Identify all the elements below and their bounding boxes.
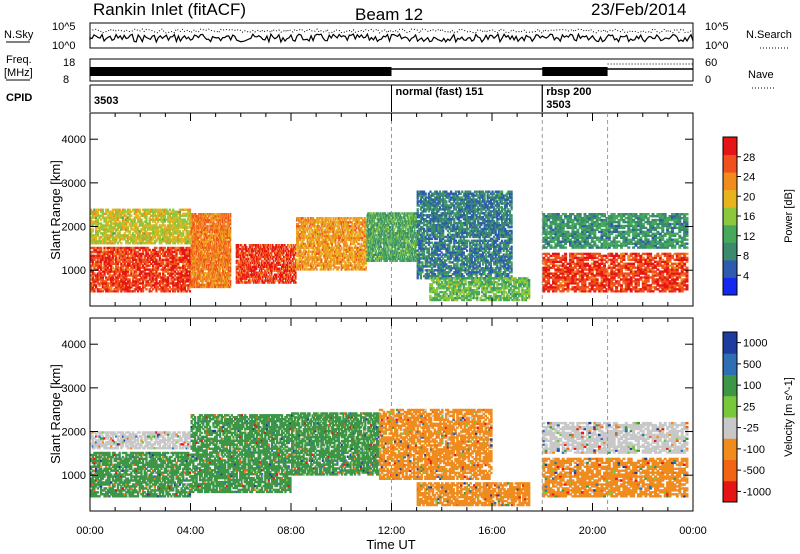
nsky-trace bbox=[90, 29, 693, 42]
station-title: Rankin Inlet (fitACF) bbox=[93, 0, 246, 19]
cell bbox=[208, 225, 209, 227]
power-band-0 bbox=[90, 247, 191, 293]
nsearch-label: N.Search bbox=[746, 29, 792, 41]
cell bbox=[120, 242, 122, 244]
freq-unit: [MHz] bbox=[4, 67, 33, 79]
cell bbox=[145, 288, 147, 290]
cell bbox=[225, 213, 226, 215]
cpid-label-3: 3503 bbox=[546, 99, 570, 111]
power-band-1 bbox=[90, 209, 191, 245]
date-title: 23/Feb/2014 bbox=[591, 0, 686, 19]
cell bbox=[291, 244, 293, 246]
cell bbox=[130, 215, 132, 217]
nsky-label: N.Sky bbox=[4, 29, 34, 41]
cell bbox=[230, 227, 231, 229]
cell bbox=[140, 219, 142, 221]
cpid-label-2: rbsp 200 bbox=[546, 86, 591, 98]
nsearch-line bbox=[90, 29, 693, 33]
nsearch-tick-top: 10^5 bbox=[705, 21, 729, 33]
cell bbox=[270, 244, 272, 246]
power-band-4 bbox=[296, 217, 367, 271]
nsky-line bbox=[90, 34, 693, 42]
cell bbox=[102, 209, 104, 211]
cell bbox=[159, 272, 161, 274]
cell bbox=[100, 247, 102, 249]
cpid-label-1: normal (fast) 151 bbox=[396, 86, 484, 98]
cell bbox=[295, 252, 297, 254]
cell bbox=[259, 262, 261, 264]
cell bbox=[258, 244, 260, 246]
cell bbox=[308, 217, 310, 219]
cell bbox=[230, 280, 231, 282]
cell bbox=[155, 247, 157, 249]
freq-label: Freq. bbox=[6, 54, 32, 66]
cell bbox=[189, 290, 191, 292]
nsky-tick-bottom: 10^0 bbox=[52, 40, 76, 52]
cell bbox=[295, 281, 297, 283]
cell bbox=[296, 258, 298, 260]
cell bbox=[129, 278, 131, 280]
cell bbox=[238, 244, 240, 246]
power-band-3 bbox=[236, 244, 297, 284]
cell bbox=[222, 280, 223, 282]
power-band-2 bbox=[191, 213, 232, 288]
cell bbox=[189, 209, 191, 211]
cell bbox=[230, 213, 231, 215]
cell bbox=[242, 281, 244, 283]
cell bbox=[250, 279, 252, 281]
cpid-label: CPID bbox=[6, 92, 32, 104]
cell bbox=[295, 272, 297, 274]
nsky-tick-top: 10^5 bbox=[52, 21, 76, 33]
nave-tick-top: 60 bbox=[705, 57, 717, 69]
beam-title: Beam 12 bbox=[355, 5, 423, 24]
cell bbox=[246, 246, 248, 248]
freq-tick-bottom: 8 bbox=[63, 74, 69, 86]
freq-tick-top: 18 bbox=[63, 57, 75, 69]
freq-band-a bbox=[90, 67, 392, 76]
freq-trace bbox=[90, 64, 693, 76]
cell bbox=[139, 209, 141, 211]
power-data-layer bbox=[90, 191, 689, 302]
cell bbox=[92, 228, 94, 230]
cell bbox=[238, 260, 240, 262]
nave-label: Nave bbox=[748, 69, 774, 81]
cell bbox=[230, 243, 231, 245]
nave-tick-bottom: 0 bbox=[705, 74, 711, 86]
cpid-label-0: 3503 bbox=[94, 95, 118, 107]
cell bbox=[273, 260, 275, 262]
nsearch-tick-bottom: 10^0 bbox=[705, 40, 729, 52]
